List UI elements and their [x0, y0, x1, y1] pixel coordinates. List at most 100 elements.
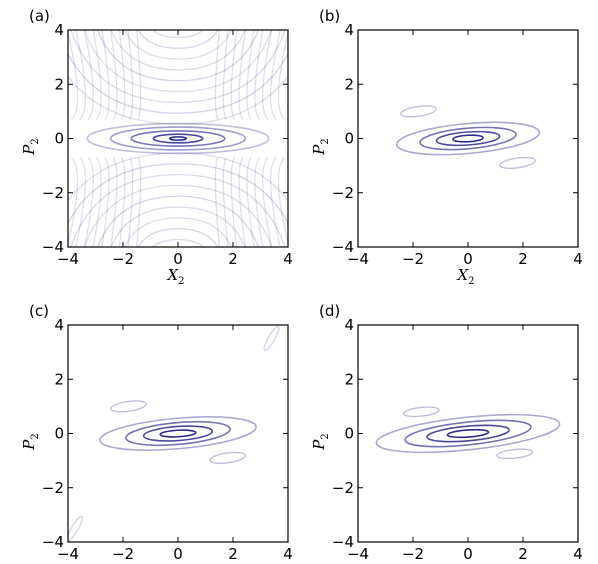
panel-label: (a): [29, 7, 50, 25]
fringe-contour: [83, 157, 94, 247]
fringe-contour: [222, 30, 229, 120]
fringe-contour: [262, 30, 273, 120]
fringe-contour: [214, 157, 220, 247]
fringe-contour: [68, 52, 288, 114]
fringe-contour: [238, 30, 247, 120]
panel-label: (c): [29, 302, 49, 320]
contour-side-lobe: [68, 515, 84, 542]
fringe-contour: [246, 157, 255, 247]
contour-level: [99, 416, 257, 451]
fringe-contour: [70, 173, 286, 247]
x-tick-label: 0: [463, 250, 473, 268]
fringe-contour: [101, 30, 110, 120]
x-tick-label: −2: [402, 545, 424, 563]
contour-level: [142, 425, 214, 442]
contour-level: [152, 133, 204, 144]
x-tick-label: −4: [57, 250, 79, 268]
fringe-contour: [123, 30, 233, 60]
fringe-contour: [230, 30, 238, 120]
x-tick-label: 2: [518, 545, 528, 563]
y-tick-label: 2: [54, 75, 64, 93]
contour-side-lobe: [496, 448, 534, 460]
contour-level: [435, 130, 501, 147]
x-tick-label: 4: [283, 545, 293, 563]
y-tick-label: 0: [54, 425, 64, 443]
fringe-contour: [83, 30, 273, 93]
fringe-contour: [277, 31, 288, 120]
contour-side-lobe: [400, 105, 437, 118]
y-tick-label: 0: [344, 130, 354, 148]
fringe-contour: [222, 157, 229, 247]
fringe-contour: [83, 30, 94, 120]
x-tick-label: 2: [518, 250, 528, 268]
contour-level: [159, 429, 197, 438]
contour-level: [426, 424, 510, 443]
fringe-contour: [68, 157, 79, 246]
contour-side-lobe: [499, 156, 536, 170]
x-tick-label: −4: [57, 545, 79, 563]
contour-level: [168, 136, 188, 141]
x-axis-label: X2: [456, 266, 474, 287]
fringe-contour: [127, 30, 134, 120]
fringe-contour: [70, 30, 286, 104]
y-tick-label: −4: [42, 238, 64, 256]
x-tick-label: −4: [347, 545, 369, 563]
y-tick-label: −4: [332, 238, 354, 256]
contour-level: [404, 419, 532, 448]
fringe-contour: [118, 157, 126, 247]
fringe-contour: [254, 157, 264, 247]
y-axis-label: P2: [310, 433, 331, 450]
plot-area: [395, 105, 541, 170]
y-tick-label: 2: [344, 370, 354, 388]
x-tick-label: −2: [112, 250, 134, 268]
y-tick-label: 4: [54, 21, 64, 39]
fringe-contour: [83, 184, 273, 247]
fringe-contour: [246, 30, 255, 120]
fringe-contour: [214, 30, 220, 120]
y-tick-label: −2: [332, 184, 354, 202]
contour-level: [130, 130, 226, 147]
fringe-contour: [136, 30, 142, 120]
fringe-contour: [109, 157, 118, 247]
fringe-contour: [123, 217, 233, 247]
contour-side-lobe: [263, 325, 280, 352]
fringe-contour: [136, 157, 142, 247]
axes-frame: [357, 324, 579, 543]
fringe-group: [68, 30, 288, 247]
x-tick-label: −2: [402, 250, 424, 268]
fringe-contour: [118, 30, 126, 120]
fringe-contour: [152, 30, 204, 39]
y-tick-label: −4: [332, 533, 354, 551]
x-tick-label: 0: [463, 545, 473, 563]
axes-frame: [357, 29, 579, 248]
x-tick-label: −4: [347, 250, 369, 268]
y-axis-label: P2: [20, 433, 41, 450]
fringe-contour: [269, 157, 281, 247]
x-tick-label: 4: [283, 250, 293, 268]
contour-level: [86, 122, 270, 155]
y-tick-label: 4: [344, 316, 354, 334]
contour-side-lobe: [209, 451, 246, 465]
contour-level: [395, 121, 541, 156]
axes-frame: [67, 324, 289, 543]
panel-3: −4 −2 0 2 4 −4 −2 0 2 4 (c) P2: [20, 302, 293, 563]
y-tick-label: 4: [344, 21, 354, 39]
x-tick-label: 4: [573, 250, 583, 268]
y-tick-label: 0: [344, 425, 354, 443]
fringe-contour: [92, 157, 102, 247]
x-tick-label: 0: [173, 250, 183, 268]
panel-label: (b): [319, 7, 340, 25]
fringe-contour: [230, 157, 238, 247]
y-tick-label: −4: [42, 533, 64, 551]
fringe-contour: [110, 206, 246, 247]
fringe-contour: [97, 195, 259, 247]
fringe-contour: [127, 157, 134, 247]
fringe-contour: [109, 30, 118, 120]
fringe-contour: [101, 157, 110, 247]
fringe-contour: [75, 157, 87, 247]
fringe-contour: [137, 228, 219, 247]
plot-area: [68, 325, 280, 542]
